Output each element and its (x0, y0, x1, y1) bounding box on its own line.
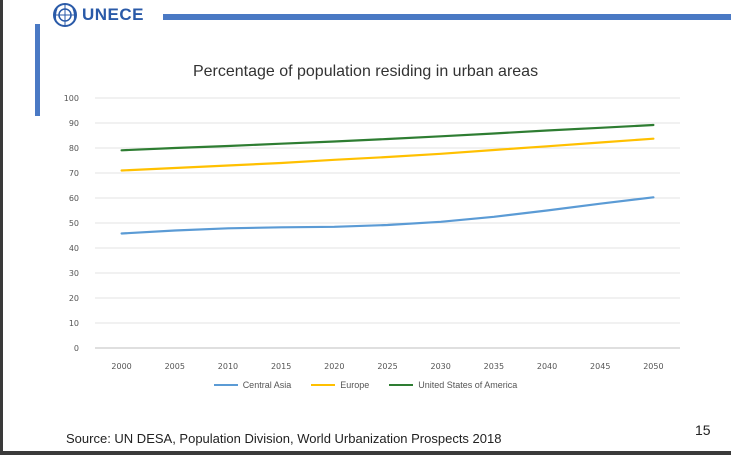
y-tick-label: 100 (64, 94, 79, 103)
x-tick-label: 2025 (377, 362, 397, 371)
org-name: UNECE (82, 5, 145, 24)
legend-swatch-usa (389, 384, 414, 386)
legend-label-central-asia: Central Asia (242, 380, 292, 390)
page-number: 15 (695, 422, 711, 438)
y-tick-label: 20 (69, 294, 79, 303)
x-tick-label: 2010 (218, 362, 238, 371)
source-note: Source: UN DESA, Population Division, Wo… (66, 431, 502, 446)
y-tick-label: 40 (69, 244, 79, 253)
x-tick-label: 2000 (111, 362, 131, 371)
frame-bottom-border (0, 451, 731, 455)
y-tick-label: 80 (69, 144, 79, 153)
x-tick-label: 2035 (484, 362, 504, 371)
y-tick-label: 10 (69, 319, 79, 328)
chart-legend: Central Asia Europe United States of Ame… (0, 380, 731, 390)
y-tick-label: 30 (69, 269, 79, 278)
x-tick-label: 2040 (537, 362, 557, 371)
x-tick-label: 2050 (643, 362, 663, 371)
x-tick-label: 2045 (590, 362, 610, 371)
legend-label-usa: United States of America (418, 380, 518, 390)
header-bar (163, 14, 731, 20)
x-tick-label: 2030 (431, 362, 451, 371)
legend-label-europe: Europe (340, 380, 370, 390)
legend-item-europe: Europe (311, 380, 369, 390)
x-tick-label: 2015 (271, 362, 291, 371)
frame-left-border (0, 0, 3, 455)
chart-title: Percentage of population residing in urb… (192, 63, 539, 80)
series-line-central-asia (120, 196, 655, 235)
legend-swatch-central-asia (213, 384, 238, 386)
y-tick-label: 0 (74, 344, 79, 353)
y-tick-label: 90 (69, 119, 79, 128)
series-line-europe (120, 137, 655, 172)
y-tick-label: 50 (69, 219, 79, 228)
x-tick-label: 2020 (324, 362, 344, 371)
series-line-united-states-of-america (120, 123, 655, 152)
y-tick-label: 60 (69, 194, 79, 203)
x-tick-label: 2005 (165, 362, 185, 371)
legend-swatch-europe (311, 384, 336, 386)
accent-vertical-line (35, 24, 40, 116)
legend-item-central-asia: Central Asia (213, 380, 292, 390)
legend-item-usa: United States of America (389, 380, 517, 390)
unece-logo: UNECE (52, 2, 144, 28)
un-emblem-icon (53, 3, 77, 27)
y-tick-label: 70 (69, 169, 79, 178)
